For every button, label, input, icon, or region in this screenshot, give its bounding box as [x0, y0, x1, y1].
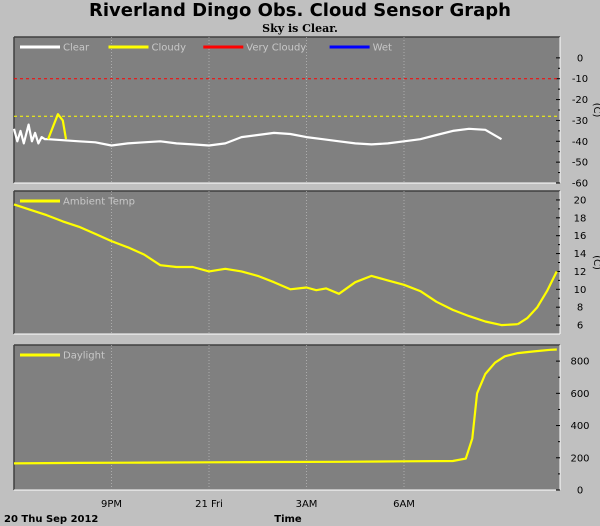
panel-ambient-temperature: 6 8 10 12 14 16 18 20 (C) Ambient Temp	[13, 190, 600, 335]
y-tick-label: 6	[577, 321, 583, 332]
series-ambient-temp	[13, 203, 518, 327]
y-tick-label: -50	[572, 158, 588, 169]
x-tick-label: 3AM	[296, 499, 318, 510]
y-axis-unit: (C)	[591, 103, 600, 118]
series-daylight	[13, 348, 557, 465]
legend-label-clear: Clear	[63, 43, 90, 54]
y-tick-label: 8	[577, 303, 583, 314]
y-tick-label: 12	[574, 267, 587, 278]
legend-label-daylight: Daylight	[63, 351, 105, 362]
y-tick-label: 0	[577, 486, 583, 497]
y-tick-label: -60	[572, 179, 588, 190]
panel-background	[14, 345, 560, 490]
series-clear	[12, 123, 503, 147]
y-tick-label: 0	[577, 53, 583, 64]
legend-label-cloudy: Cloudy	[152, 43, 187, 54]
y-tick-label: -40	[572, 137, 588, 148]
y-tick-label: 16	[574, 231, 587, 242]
x-tick-label: 9PM	[101, 499, 122, 510]
series-cloudy	[47, 113, 68, 140]
y-tick-label: 14	[574, 249, 587, 260]
y-tick-label: 400	[570, 421, 589, 432]
y-tick-label: 200	[570, 453, 589, 464]
panel-sky-temperature: -60 -50 -40 -30 -20 -10 0 (C) Clear Cloudy Very Cl…	[12, 36, 600, 190]
sky-status: Sky is Clear.	[262, 22, 338, 35]
panel-daylight: 0 200 400 600 800 Daylight	[13, 344, 590, 497]
y-tick-label: 10	[574, 285, 587, 296]
legend-label-very-cloudy: Very Cloudy	[246, 43, 306, 54]
legend-label-ambient-temp: Ambient Temp	[63, 197, 135, 208]
x-tick-label: 21 Fri	[195, 499, 223, 510]
time-axis-label: Time	[274, 514, 302, 525]
panel-background	[14, 37, 560, 183]
y-tick-label: -30	[572, 116, 588, 127]
y-tick-label: 18	[574, 213, 587, 224]
y-tick-label: 20	[574, 195, 587, 206]
y-tick-label: 600	[570, 389, 589, 400]
x-tick-label: 6AM	[393, 499, 415, 510]
y-tick-label: -20	[572, 95, 588, 106]
y-axis-unit: (C)	[591, 255, 600, 270]
chart-title: Riverland Dingo Obs. Cloud Sensor Graph	[89, 0, 511, 21]
legend-label-wet: Wet	[373, 43, 392, 54]
y-tick-label: -10	[572, 74, 588, 85]
panel-background	[14, 191, 560, 334]
y-tick-label: 800	[570, 357, 589, 368]
date-label: 20 Thu Sep 2012	[4, 514, 98, 525]
series-ambient-temp-rise	[517, 270, 558, 326]
